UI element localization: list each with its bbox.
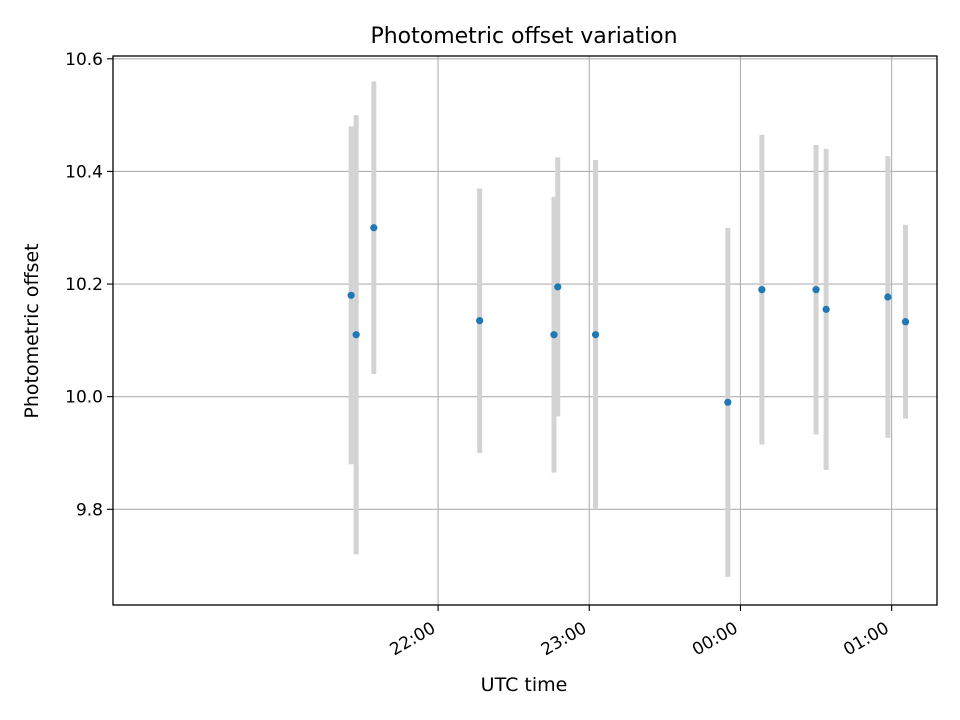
data-point — [347, 291, 355, 299]
y-tick-label: 10.6 — [65, 50, 103, 70]
y-tick-label: 10.2 — [65, 275, 103, 295]
data-point — [591, 331, 600, 339]
data-point — [554, 283, 562, 291]
grid — [113, 56, 937, 605]
data-point — [812, 286, 820, 294]
y-tick-label: 10.4 — [65, 162, 103, 182]
y-axis-label: Photometric offset — [21, 243, 43, 418]
x-tick-label: 22:00 — [387, 618, 439, 660]
data-point — [476, 317, 484, 325]
data-point — [370, 224, 378, 232]
data-point — [884, 293, 892, 301]
data-point — [352, 331, 360, 339]
data-points — [347, 224, 910, 406]
data-point — [822, 305, 830, 313]
x-tick-label: 01:00 — [840, 618, 892, 660]
chart-title: Photometric offset variation — [370, 24, 677, 49]
data-point — [901, 318, 910, 326]
plot-frame — [112, 55, 938, 606]
x-tick-label: 00:00 — [689, 618, 741, 660]
data-point — [724, 398, 732, 406]
y-tick-label: 10.0 — [65, 388, 103, 408]
data-point — [550, 331, 558, 339]
error-bars — [348, 81, 909, 577]
data-point — [758, 286, 766, 294]
x-axis-label: UTC time — [481, 674, 568, 696]
y-tick-label: 9.8 — [76, 500, 103, 520]
x-tick-label: 23:00 — [538, 618, 590, 660]
